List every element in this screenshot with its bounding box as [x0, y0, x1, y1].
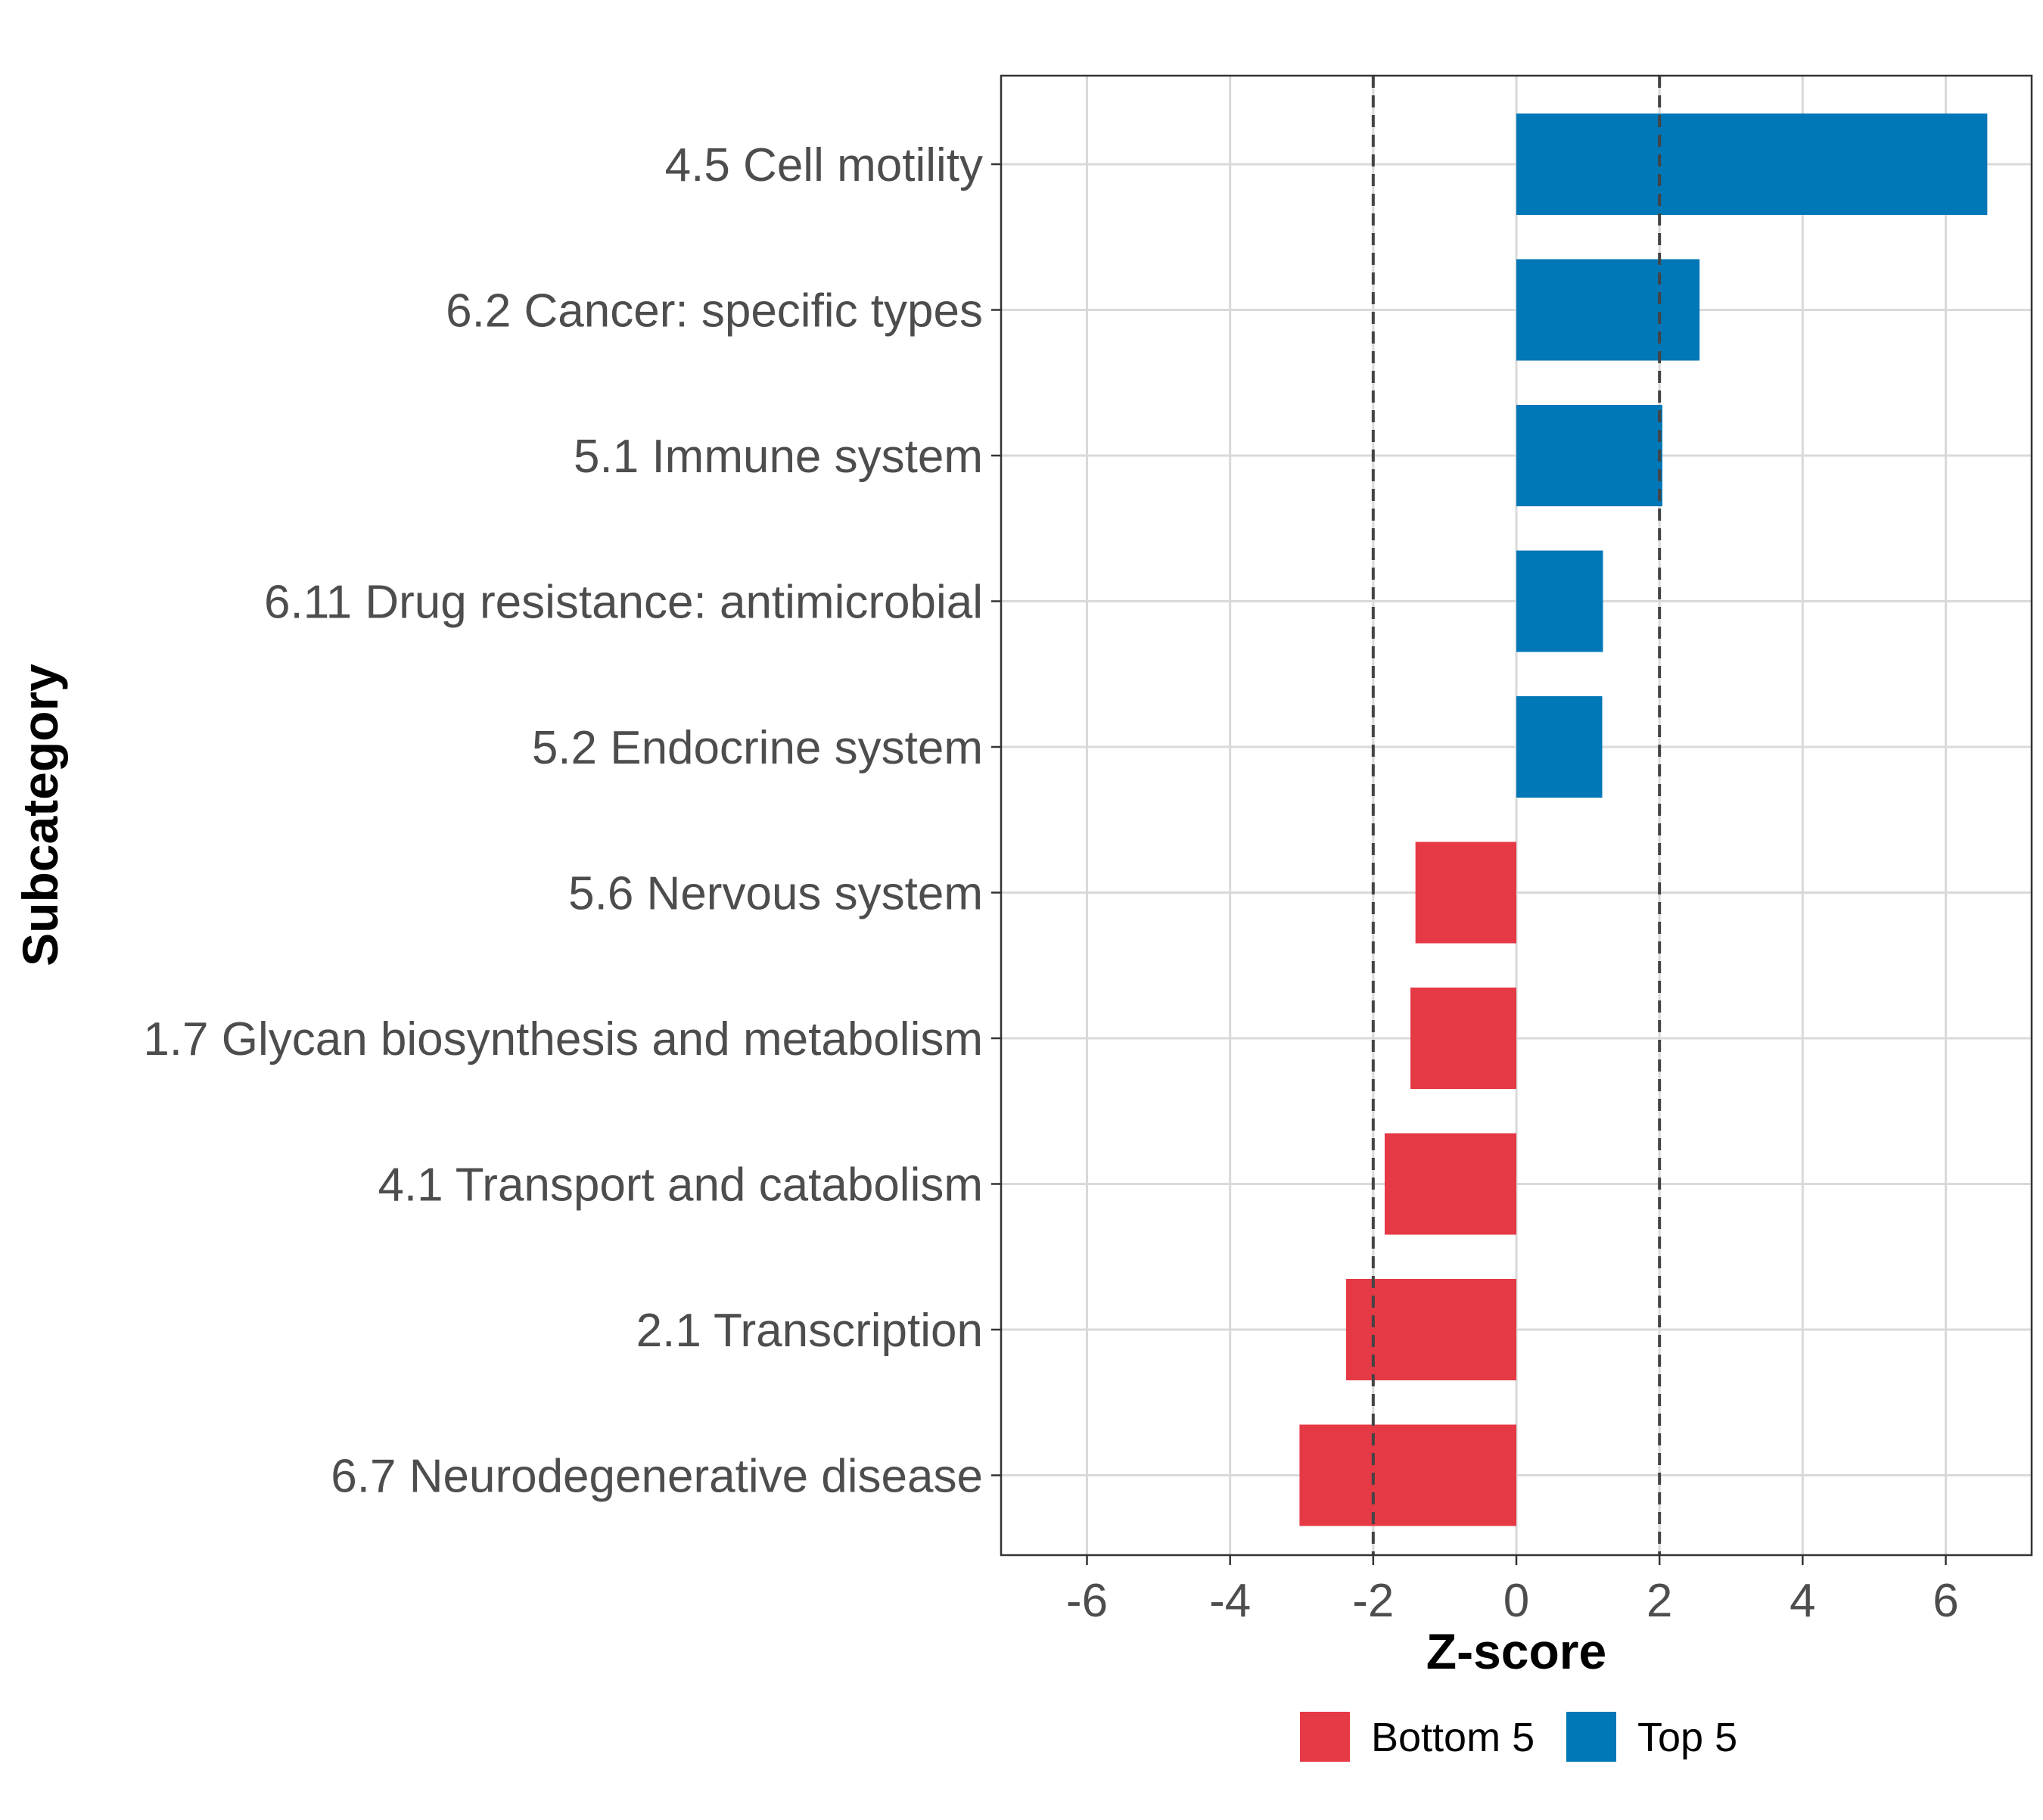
category-label: 1.7 Glycan biosynthesis and metabolism: [143, 1013, 983, 1066]
x-tick-label: 6: [1933, 1575, 1958, 1627]
category-label: 6.7 Neurodegenerative disease: [331, 1451, 983, 1503]
category-label: 2.1 Transcription: [636, 1305, 983, 1357]
y-axis-title: Subcategory: [12, 664, 68, 966]
legend-label: Bottom 5: [1371, 1715, 1535, 1760]
reference-lines: [1371, 76, 1662, 1555]
bar: [1384, 1133, 1516, 1235]
bar: [1299, 1424, 1516, 1526]
category-label: 4.5 Cell motility: [665, 139, 983, 191]
x-axis: -6 -4 -2 0 2 4 6: [1066, 1555, 1959, 1627]
x-tick-label: 0: [1503, 1575, 1529, 1627]
legend-swatch: [1566, 1712, 1616, 1762]
y-axis: 4.5 Cell motility 6.2 Cancer: specific ty…: [143, 139, 1001, 1503]
category-label: 6.2 Cancer: specific types: [446, 285, 983, 338]
category-label: 4.1 Transport and catabolism: [378, 1159, 983, 1212]
category-label: 6.11 Drug resistance: antimicrobial: [264, 577, 983, 629]
category-label: 5.1 Immune system: [574, 431, 983, 483]
bar: [1516, 696, 1603, 798]
x-tick-label: 4: [1790, 1575, 1815, 1627]
bar: [1516, 259, 1700, 361]
x-tick-label: -6: [1066, 1575, 1108, 1627]
x-tick-label: -2: [1352, 1575, 1394, 1627]
bar: [1516, 114, 1988, 215]
bar: [1516, 550, 1603, 652]
x-tick-label: -4: [1209, 1575, 1251, 1627]
bar: [1516, 405, 1662, 506]
bar: [1345, 1279, 1516, 1380]
x-axis-title: Z-score: [1426, 1623, 1606, 1679]
category-label: 5.6 Nervous system: [568, 868, 983, 920]
bar: [1415, 842, 1516, 944]
legend-label: Top 5: [1637, 1715, 1737, 1760]
x-tick-label: 2: [1647, 1575, 1672, 1627]
category-label: 5.2 Endocrine system: [532, 722, 983, 774]
legend-swatch: [1300, 1712, 1350, 1762]
legend: Bottom 5 Top 5: [1300, 1712, 1737, 1762]
bar: [1410, 988, 1516, 1089]
